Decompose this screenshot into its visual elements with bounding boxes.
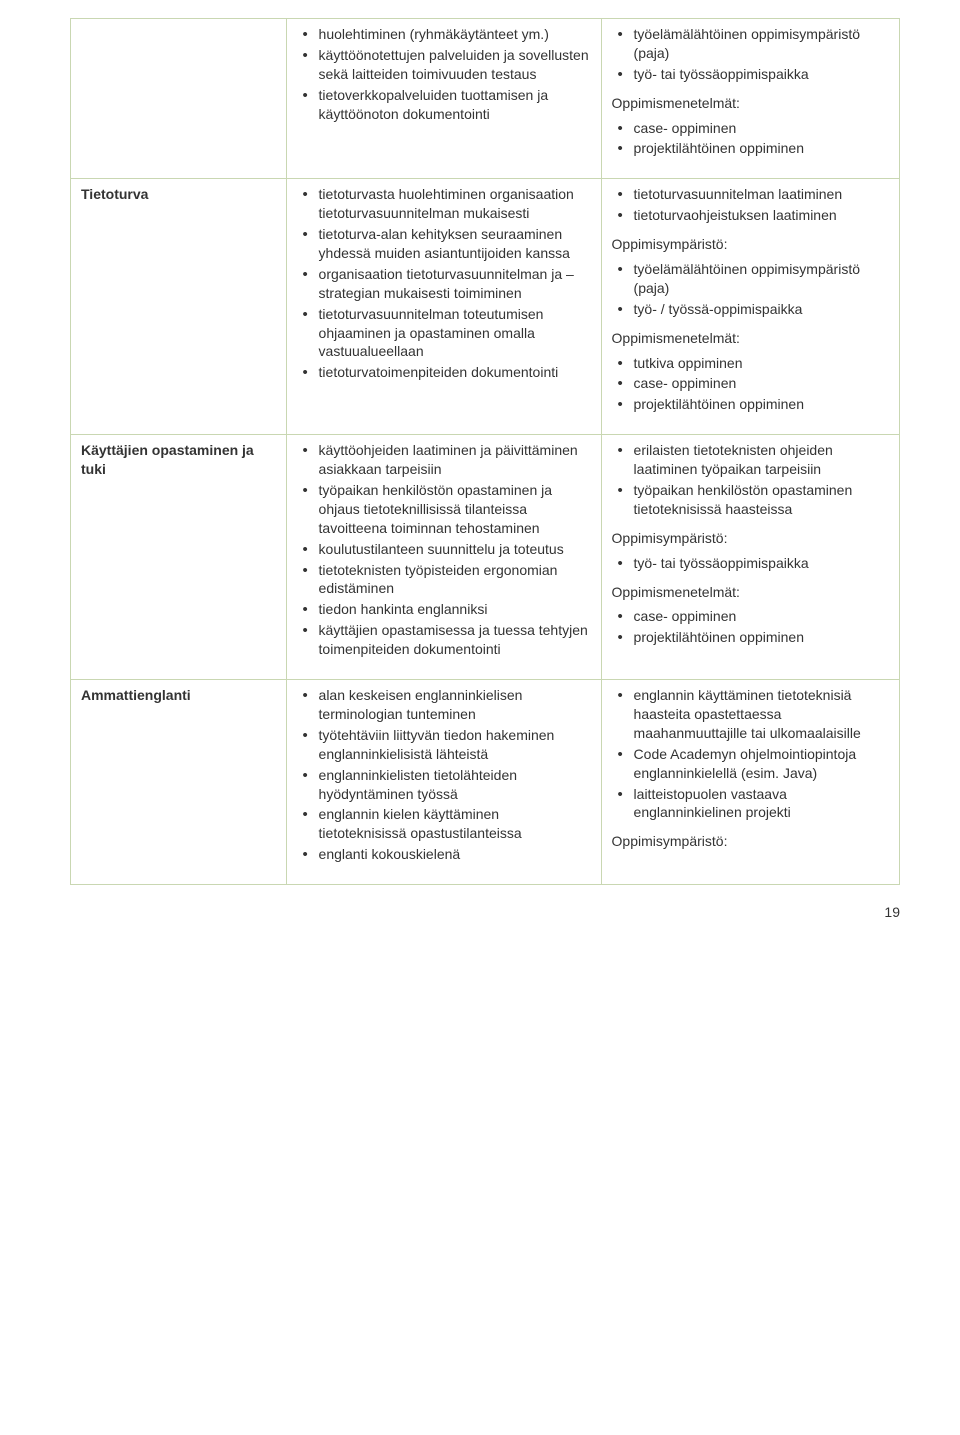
list-item: case- oppiminen [612, 374, 889, 393]
list-item: laitteistopuolen vastaava englanninkieli… [612, 785, 889, 823]
row-label: Tietoturva [71, 179, 287, 435]
row-middle: alan keskeisen englanninkielisen termino… [286, 680, 601, 885]
list-item: englannin kielen käyttäminen tietoteknis… [297, 805, 591, 843]
list-item: tietoverkkopalveluiden tuottamisen ja kä… [297, 86, 591, 124]
list-item: case- oppiminen [612, 607, 889, 626]
section-heading: Oppimisympäristö: [612, 235, 889, 254]
section-heading: Oppimismenetelmät: [612, 329, 889, 348]
list-item: tietoturva-alan kehityksen seuraaminen y… [297, 225, 591, 263]
list-item: tietoteknisten työpisteiden ergonomian e… [297, 561, 591, 599]
section-heading: Oppimismenetelmät: [612, 583, 889, 602]
list-item: projektilähtöinen oppiminen [612, 139, 889, 158]
row-middle: käyttöohjeiden laatiminen ja päivittämin… [286, 435, 601, 680]
row-right: englannin käyttäminen tietoteknisiä haas… [601, 680, 899, 885]
list-item: tietoturvasuunnitelman laatiminen [612, 185, 889, 204]
section-heading: Oppimismenetelmät: [612, 94, 889, 113]
list-item: tietoturvaohjeistuksen laatiminen [612, 206, 889, 225]
section-heading: Oppimisympäristö: [612, 832, 889, 851]
list-item: työelämälähtöinen oppimisympäristö (paja… [612, 25, 889, 63]
list-item: organisaation tietoturvasuunnitelman ja … [297, 265, 591, 303]
table-row: Tietoturva tietoturvasta huolehtiminen or… [71, 179, 900, 435]
section-heading: Oppimisympäristö: [612, 529, 889, 548]
row-right: työelämälähtöinen oppimisympäristö (paja… [601, 19, 899, 179]
list-item: case- oppiminen [612, 119, 889, 138]
row-label: Käyttäjien opastaminen ja tuki [71, 435, 287, 680]
list-item: huolehtiminen (ryhmäkäytänteet ym.) [297, 25, 591, 44]
list-item: erilaisten tietoteknisten ohjeiden laati… [612, 441, 889, 479]
list-item: projektilähtöinen oppiminen [612, 628, 889, 647]
list-item: työpaikan henkilöstön opastaminen tietot… [612, 481, 889, 519]
list-item: tietoturvasuunnitelman toteutumisen ohja… [297, 305, 591, 362]
list-item: projektilähtöinen oppiminen [612, 395, 889, 414]
row-label: Ammattienglanti [71, 680, 287, 885]
list-item: englanti kokouskielenä [297, 845, 591, 864]
list-item: tiedon hankinta englanniksi [297, 600, 591, 619]
list-item: tietoturvasta huolehtiminen organisaatio… [297, 185, 591, 223]
row-right: erilaisten tietoteknisten ohjeiden laati… [601, 435, 899, 680]
list-item: työ- / työssä-oppimispaikka [612, 300, 889, 319]
list-item: työ- tai työssäoppimispaikka [612, 65, 889, 84]
list-item: Code Academyn ohjelmointiopintoja englan… [612, 745, 889, 783]
list-item: työpaikan henkilöstön opastaminen ja ohj… [297, 481, 591, 538]
list-item: alan keskeisen englanninkielisen termino… [297, 686, 591, 724]
list-item: työ- tai työssäoppimispaikka [612, 554, 889, 573]
list-item: käyttöönotettujen palveluiden ja sovellu… [297, 46, 591, 84]
list-item: työelämälähtöinen oppimisympäristö (paja… [612, 260, 889, 298]
curriculum-table: huolehtiminen (ryhmäkäytänteet ym.) käytt… [70, 18, 900, 885]
row-label [71, 19, 287, 179]
list-item: työtehtäviin liittyvän tiedon hakeminen … [297, 726, 591, 764]
list-item: englannin käyttäminen tietoteknisiä haas… [612, 686, 889, 743]
row-right: tietoturvasuunnitelman laatiminen tietotu… [601, 179, 899, 435]
table-row: Ammattienglanti alan keskeisen englannink… [71, 680, 900, 885]
table-row: huolehtiminen (ryhmäkäytänteet ym.) käytt… [71, 19, 900, 179]
list-item: englanninkielisten tietolähteiden hyödyn… [297, 766, 591, 804]
list-item: käyttöohjeiden laatiminen ja päivittämin… [297, 441, 591, 479]
list-item: tutkiva oppiminen [612, 354, 889, 373]
row-middle: huolehtiminen (ryhmäkäytänteet ym.) käytt… [286, 19, 601, 179]
table-row: Käyttäjien opastaminen ja tuki käyttöohje… [71, 435, 900, 680]
list-item: tietoturvatoimenpiteiden dokumentointi [297, 363, 591, 382]
row-middle: tietoturvasta huolehtiminen organisaatio… [286, 179, 601, 435]
page-number: 19 [70, 903, 900, 922]
list-item: käyttäjien opastamisessa ja tuessa tehty… [297, 621, 591, 659]
list-item: koulutustilanteen suunnittelu ja toteutu… [297, 540, 591, 559]
